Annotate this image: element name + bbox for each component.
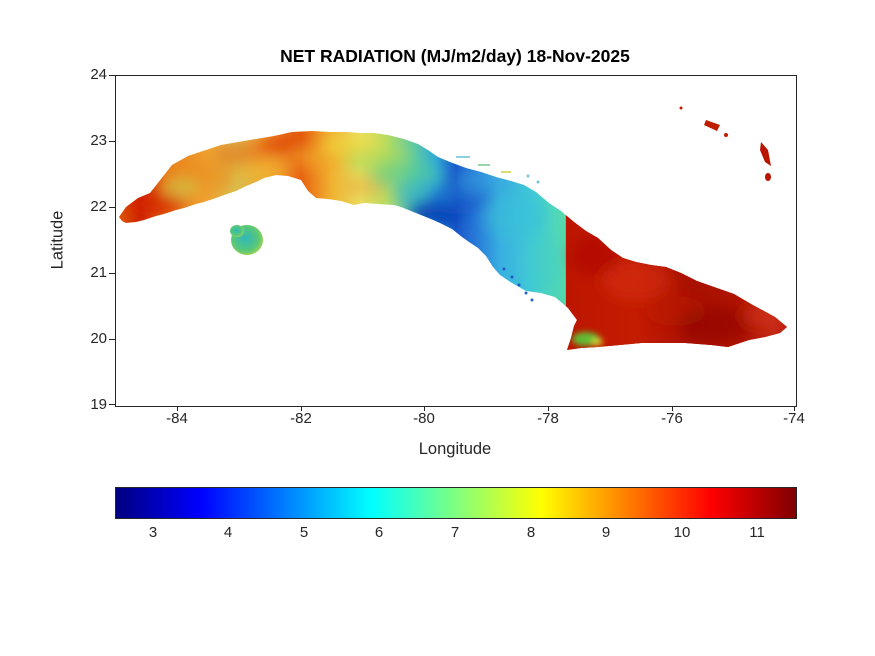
y-tick-mark: [109, 404, 115, 405]
cuba-radiation-heatmap: [119, 106, 787, 350]
colorbar-tick-label: 10: [673, 524, 691, 541]
x-tick-mark: [548, 406, 549, 411]
y-tick-label: 24: [90, 66, 107, 83]
x-tick-label: -80: [413, 410, 435, 427]
colorbar: [115, 487, 797, 519]
isla-de-la-juventud: [230, 225, 263, 255]
x-tick-mark: [301, 406, 302, 411]
y-tick-label: 20: [90, 330, 107, 347]
x-tick-label: -76: [661, 410, 683, 427]
radiation-texture-blobs: [128, 134, 568, 332]
colorbar-tick-label: 11: [749, 524, 765, 541]
x-tick-label: -78: [537, 410, 559, 427]
y-tick-label: 23: [90, 132, 107, 149]
colorbar-tick-label: 3: [148, 524, 158, 541]
chart-title: NET RADIATION (MJ/m2/day) 18-Nov-2025: [280, 46, 630, 66]
colorbar-tick-label: 7: [450, 524, 460, 541]
y-tick-label: 21: [90, 264, 107, 281]
x-tick-label: -82: [290, 410, 312, 427]
x-tick-label: -74: [783, 410, 805, 427]
plot-area: [115, 75, 797, 407]
x-tick-mark: [672, 406, 673, 411]
y-tick-mark: [109, 141, 115, 142]
colorbar-tick-label: 6: [374, 524, 384, 541]
northern-cays: [456, 156, 540, 184]
x-tick-mark: [794, 406, 795, 411]
x-tick-mark: [424, 406, 425, 411]
y-tick-label: 22: [90, 198, 107, 215]
colorbar-tick-label: 4: [223, 524, 233, 541]
colorbar-tick-label: 9: [601, 524, 611, 541]
y-tick-label: 19: [90, 396, 107, 413]
northeast-small-islands: [679, 106, 771, 181]
colorbar-tick-label: 5: [299, 524, 309, 541]
colorbar-tick-label: 8: [526, 524, 536, 541]
southern-cays: [502, 267, 534, 302]
y-axis-label: Latitude: [48, 210, 67, 270]
x-tick-mark: [177, 406, 178, 411]
x-tick-label: -84: [166, 410, 188, 427]
y-tick-mark: [109, 339, 115, 340]
x-axis-label: Longitude: [418, 440, 492, 458]
y-tick-mark: [109, 273, 115, 274]
y-tick-mark: [109, 75, 115, 76]
eastern-high-radiation-region: [566, 131, 787, 350]
y-tick-mark: [109, 207, 115, 208]
